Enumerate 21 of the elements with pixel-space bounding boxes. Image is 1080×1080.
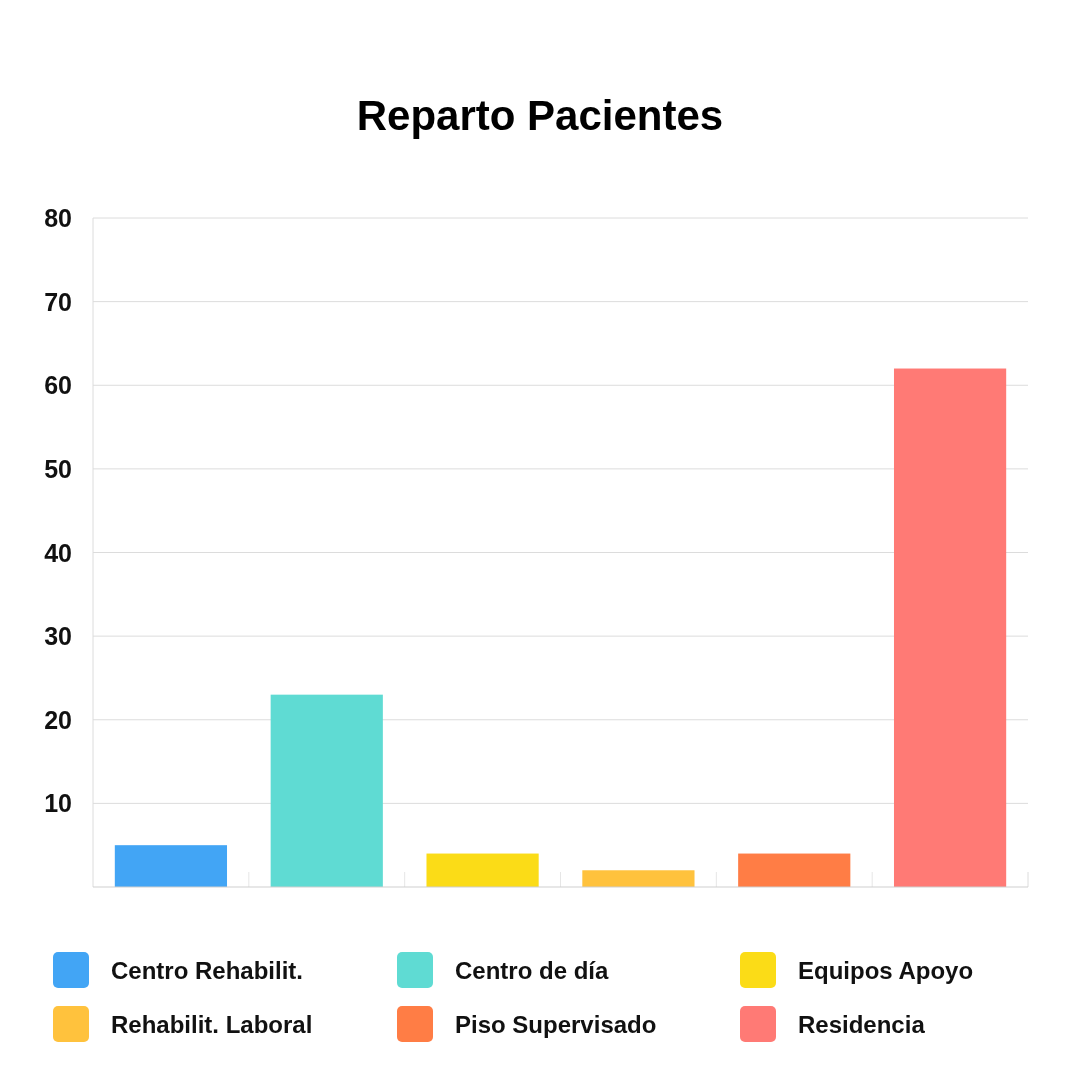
y-tick-label: 80 — [44, 204, 72, 232]
chart-title: Reparto Pacientes — [356, 92, 724, 139]
legend-label: Rehabilit. Laboral — [111, 1011, 313, 1038]
y-tick-label: 70 — [44, 287, 72, 316]
legend-label: Centro Rehabilit. — [111, 957, 304, 984]
legend-label: Centro de día — [455, 957, 609, 984]
legend-label: Residencia — [798, 1011, 926, 1038]
y-tick-label: 10 — [44, 789, 72, 818]
y-tick-label: 20 — [44, 705, 72, 734]
bar — [582, 870, 695, 887]
bar — [738, 853, 851, 887]
y-tick-label: 60 — [44, 371, 72, 400]
bar — [893, 368, 1007, 887]
bar — [114, 845, 228, 887]
bar — [270, 694, 383, 887]
y-tick-label: 50 — [44, 454, 72, 483]
y-tick-label: 30 — [44, 622, 72, 651]
legend-label: Equipos Apoyo — [798, 957, 974, 984]
y-tick-label: 40 — [44, 538, 72, 567]
legend-label: Piso Supervisado — [455, 1011, 657, 1038]
bar — [426, 853, 539, 887]
